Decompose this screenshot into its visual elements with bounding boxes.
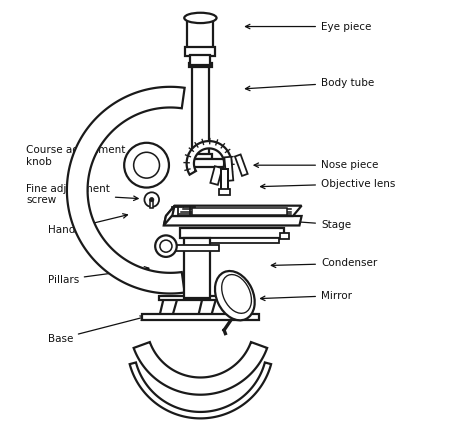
Polygon shape <box>198 298 216 316</box>
Bar <box>224 157 233 181</box>
Text: Fine adjustment
screw: Fine adjustment screw <box>26 184 138 205</box>
Text: Nose piece: Nose piece <box>254 160 378 170</box>
Text: Mirror: Mirror <box>261 291 352 301</box>
Circle shape <box>150 197 154 202</box>
Bar <box>210 166 222 185</box>
Polygon shape <box>159 295 236 300</box>
Text: Objective lens: Objective lens <box>261 179 395 189</box>
Polygon shape <box>184 238 210 298</box>
Text: Condenser: Condenser <box>271 258 377 268</box>
Circle shape <box>134 152 159 178</box>
Polygon shape <box>219 189 230 195</box>
Circle shape <box>124 143 169 187</box>
Polygon shape <box>187 141 231 175</box>
Polygon shape <box>189 63 212 67</box>
Polygon shape <box>220 168 228 190</box>
Polygon shape <box>189 154 212 159</box>
Polygon shape <box>180 228 283 238</box>
Polygon shape <box>150 200 153 208</box>
Polygon shape <box>67 87 185 293</box>
Circle shape <box>160 240 172 252</box>
Ellipse shape <box>215 271 255 320</box>
Polygon shape <box>176 245 219 251</box>
Text: Stage: Stage <box>280 219 351 230</box>
Text: Pillars: Pillars <box>47 267 149 285</box>
Polygon shape <box>185 47 216 56</box>
Circle shape <box>155 235 177 257</box>
Polygon shape <box>191 54 210 65</box>
Polygon shape <box>130 362 271 418</box>
Polygon shape <box>142 314 258 320</box>
Polygon shape <box>159 298 178 316</box>
Bar <box>235 155 248 176</box>
Polygon shape <box>164 216 301 226</box>
Polygon shape <box>164 206 174 226</box>
Polygon shape <box>166 206 301 216</box>
Circle shape <box>145 192 159 207</box>
Text: Handle: Handle <box>47 214 128 235</box>
Polygon shape <box>192 63 209 156</box>
Polygon shape <box>280 233 289 239</box>
Text: Eye piece: Eye piece <box>246 22 371 32</box>
Polygon shape <box>134 342 267 395</box>
Text: Base: Base <box>47 316 145 344</box>
Polygon shape <box>192 208 286 215</box>
Text: Body tube: Body tube <box>246 77 374 91</box>
Text: Course adjustment
knob: Course adjustment knob <box>26 145 134 166</box>
Ellipse shape <box>184 13 217 23</box>
Polygon shape <box>184 238 279 243</box>
Polygon shape <box>188 19 213 48</box>
Polygon shape <box>190 159 228 167</box>
Ellipse shape <box>222 275 251 313</box>
